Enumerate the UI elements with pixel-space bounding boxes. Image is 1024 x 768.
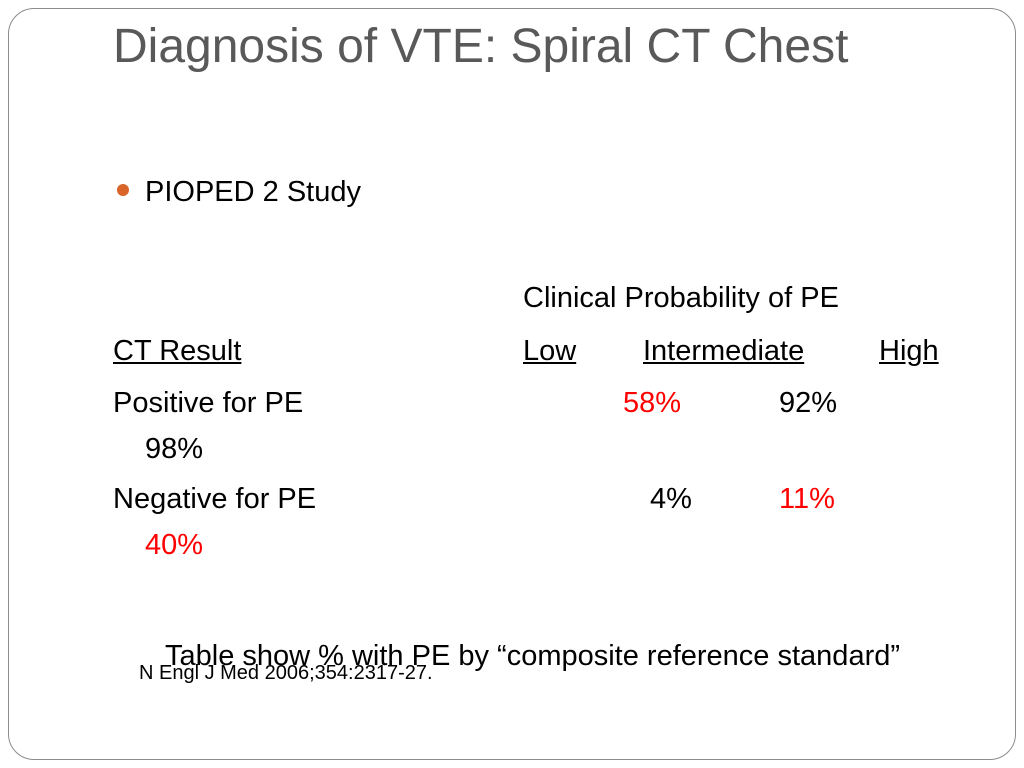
row-negative-label: Negative for PE	[113, 483, 317, 515]
cell-negative-high: 40%	[145, 529, 204, 561]
column-low: Low	[523, 335, 577, 367]
column-intermediate: Intermediate	[643, 335, 805, 367]
citation: N Engl J Med 2006;354:2317-27.	[139, 662, 433, 684]
table-row-header: CT Result	[113, 335, 242, 367]
bullet-text: PIOPED 2 Study	[145, 176, 361, 208]
cell-positive-low: 58%	[623, 387, 682, 419]
cell-negative-low: 4%	[650, 483, 692, 515]
table-group-header: Clinical Probability of PE	[523, 282, 839, 314]
cell-negative-intermediate: 11%	[779, 483, 835, 515]
row-positive-label: Positive for PE	[113, 387, 304, 419]
bullet-dot-icon	[117, 184, 129, 196]
cell-positive-high: 98%	[145, 433, 204, 465]
slide-frame	[8, 8, 1016, 760]
table-note: Table show % with PE by “composite refer…	[165, 640, 901, 672]
slide-title: Diagnosis of VTE: Spiral CT Chest	[113, 20, 849, 73]
column-high: High	[879, 335, 939, 367]
cell-positive-intermediate: 92%	[779, 387, 838, 419]
